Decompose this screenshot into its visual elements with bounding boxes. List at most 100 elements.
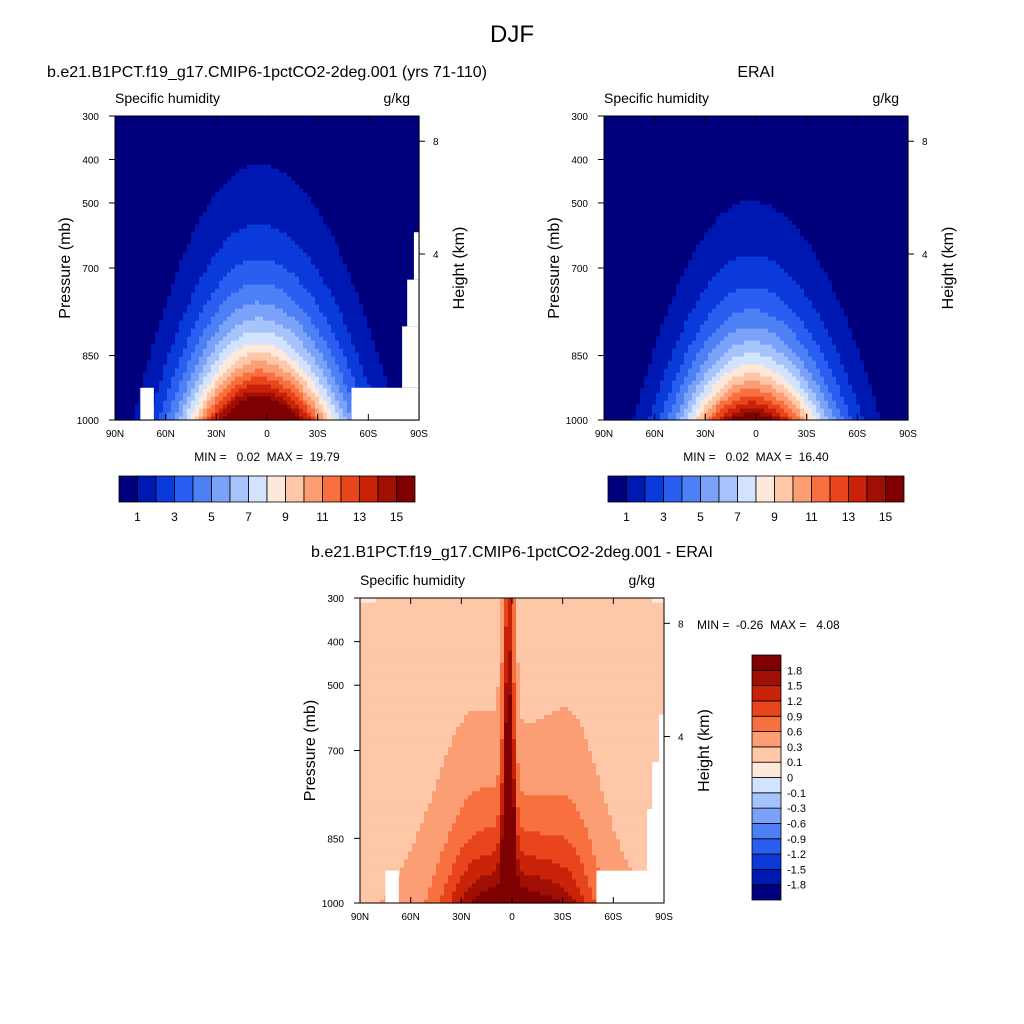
y-tick-label: 700 xyxy=(327,747,344,758)
colorbar-swatch xyxy=(751,685,782,702)
colorbar-swatch xyxy=(607,475,627,503)
missing-data-region xyxy=(647,809,664,871)
colorbar-swatch xyxy=(751,884,782,901)
missing-data-region xyxy=(385,870,399,903)
colorbar-swatch xyxy=(751,838,782,855)
colorbar-swatch xyxy=(829,475,849,503)
height-tick-label: 4 xyxy=(433,250,439,261)
y-tick-label: 1000 xyxy=(566,416,589,427)
chart-title: b.e21.B1PCT.f19_g17.CMIP6-1pctCO2-2deg.0… xyxy=(47,64,487,81)
colorbar-tick-label: 15 xyxy=(390,510,404,524)
units-label: g/kg xyxy=(873,90,899,106)
colorbar-swatch xyxy=(751,823,782,840)
colorbar-tick-label: 9 xyxy=(771,510,778,524)
colorbar-swatch xyxy=(751,654,782,671)
missing-data-region xyxy=(402,326,419,388)
colorbar-swatch xyxy=(322,475,342,503)
colorbar-swatch xyxy=(751,731,782,748)
x-tick-label: 30S xyxy=(554,912,572,923)
colorbar-tick-label: 1 xyxy=(623,510,630,524)
x-tick-label: 60S xyxy=(604,912,622,923)
y-tick-label: 1000 xyxy=(77,416,100,427)
colorbar-swatch xyxy=(885,475,905,503)
colorbar-swatch xyxy=(700,475,720,503)
colorbar-swatch xyxy=(663,475,683,503)
colorbar-swatch xyxy=(751,700,782,717)
x-tick-label: 90S xyxy=(655,912,673,923)
y-tick-label: 400 xyxy=(571,155,588,166)
missing-data-region xyxy=(351,387,419,420)
chart-panel-3: b.e21.B1PCT.f19_g17.CMIP6-1pctCO2-2deg.0… xyxy=(302,544,840,923)
chart-title: b.e21.B1PCT.f19_g17.CMIP6-1pctCO2-2deg.0… xyxy=(311,544,713,561)
height-tick-label: 8 xyxy=(678,619,684,630)
x-tick-label: 90N xyxy=(351,912,369,923)
x-tick-label: 90N xyxy=(106,429,124,440)
colorbar-tick-label: 0.6 xyxy=(787,727,802,739)
colorbar-tick-label: -0.9 xyxy=(787,834,806,846)
colorbar-tick-label: -0.3 xyxy=(787,803,806,815)
colorbar-tick-label: 9 xyxy=(282,510,289,524)
colorbar-swatch xyxy=(866,475,886,503)
colorbar-swatch xyxy=(751,807,782,824)
colorbar-tick-label: -0.6 xyxy=(787,818,806,830)
y-tick-label: 300 xyxy=(327,594,344,605)
colorbar-swatch xyxy=(751,746,782,763)
colorbar-swatch xyxy=(211,475,231,503)
y-tick-label: 700 xyxy=(571,264,588,275)
colorbar-tick-label: -0.1 xyxy=(787,788,806,800)
colorbar-swatch xyxy=(681,475,701,503)
min-max-label: MIN = 0.02 MAX = 16.40 xyxy=(683,450,829,464)
missing-data-region xyxy=(140,387,154,420)
colorbar-swatch xyxy=(751,669,782,687)
colorbar: 1 3 5 7 9 11 13 15 xyxy=(118,475,416,524)
colorbar-tick-label: 0.3 xyxy=(787,742,802,754)
colorbar-swatch xyxy=(644,475,664,503)
colorbar-tick-label: -1.5 xyxy=(787,864,806,876)
colorbar-swatch xyxy=(229,475,249,503)
colorbar-swatch xyxy=(396,475,416,503)
colorbar-swatch xyxy=(792,475,812,503)
x-tick-label: 60N xyxy=(156,429,174,440)
x-tick-label: 0 xyxy=(753,429,759,440)
chart-panel-1: b.e21.B1PCT.f19_g17.CMIP6-1pctCO2-2deg.0… xyxy=(47,64,487,524)
y-axis-right-title: Height (km) xyxy=(940,227,957,310)
chart-title: ERAI xyxy=(737,64,774,81)
x-tick-label: 0 xyxy=(264,429,270,440)
colorbar-tick-label: 1.2 xyxy=(787,696,802,708)
colorbar-swatch xyxy=(303,475,323,503)
y-tick-label: 300 xyxy=(571,112,588,123)
colorbar-tick-label: 13 xyxy=(353,510,367,524)
x-tick-label: 0 xyxy=(509,912,515,923)
colorbar-swatch xyxy=(359,475,379,503)
units-label: g/kg xyxy=(629,572,655,588)
colorbar: -1.8 -1.5 -1.2 -0.9 -0.6 -0.3 -0.1 0 0.1 0.3 0.6 0.… xyxy=(751,654,806,901)
colorbar-tick-label: 11 xyxy=(316,510,329,524)
y-tick-label: 700 xyxy=(82,264,99,275)
colorbar: 1 3 5 7 9 11 13 15 xyxy=(607,475,905,524)
y-tick-label: 850 xyxy=(571,352,588,363)
colorbar-swatch xyxy=(266,475,286,503)
height-tick-label: 4 xyxy=(922,250,928,261)
colorbar-swatch xyxy=(751,853,782,870)
colorbar-swatch xyxy=(751,868,782,886)
units-label: g/kg xyxy=(384,90,410,106)
colorbar-swatch xyxy=(751,777,782,794)
y-axis-right-title: Height (km) xyxy=(451,227,468,310)
colorbar-tick-label: 1 xyxy=(134,510,141,524)
colorbar-swatch xyxy=(137,475,157,503)
colorbar-tick-label: 0 xyxy=(787,773,793,785)
y-tick-label: 1000 xyxy=(322,899,345,910)
y-tick-label: 400 xyxy=(82,155,99,166)
y-axis-title: Pressure (mb) xyxy=(546,217,563,318)
colorbar-swatch xyxy=(755,475,775,503)
chart-panel-2: ERAI Specific humidity g/kg 90N 60N 30N 0 30S 60… xyxy=(546,64,957,524)
colorbar-tick-label: 5 xyxy=(208,510,215,524)
x-tick-label: 30N xyxy=(207,429,225,440)
page-title: DJF xyxy=(490,21,534,48)
y-axis-title: Pressure (mb) xyxy=(57,217,74,318)
colorbar-tick-label: -1.8 xyxy=(787,880,806,892)
contour-field xyxy=(604,116,909,421)
y-axis-right-title: Height (km) xyxy=(696,709,713,792)
y-tick-label: 400 xyxy=(327,638,344,649)
